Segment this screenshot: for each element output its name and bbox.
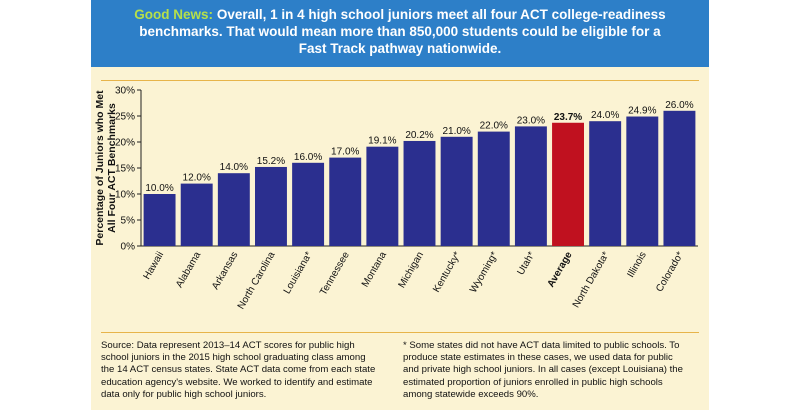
bottom-divider bbox=[101, 332, 699, 333]
bar-value-label: 26.0% bbox=[665, 100, 693, 111]
headline-line-1: Good News: Overall, 1 in 4 high school j… bbox=[91, 6, 709, 23]
y-tick-label: 30% bbox=[115, 86, 135, 97]
headline-line-1-text: Overall, 1 in 4 high school juniors meet… bbox=[213, 7, 666, 22]
x-tick-label: Kentucky* bbox=[431, 250, 463, 295]
headline-line-2: benchmarks. That would mean more than 85… bbox=[139, 24, 661, 39]
bar-value-label: 19.1% bbox=[368, 136, 396, 147]
asterisk-note: * Some states did not have ACT data limi… bbox=[403, 340, 703, 401]
y-axis-label-line: All Four ACT Benchmarks bbox=[106, 103, 118, 233]
x-tick-label: Montana bbox=[360, 250, 389, 290]
source-line: data only for public high school juniors… bbox=[101, 388, 267, 400]
bar bbox=[514, 126, 547, 246]
bar bbox=[292, 162, 325, 246]
bar-value-label: 22.0% bbox=[480, 121, 508, 132]
asterisk-line: among statewide exceeds 90%. bbox=[403, 388, 539, 400]
asterisk-line: produce state estimates in these cases, … bbox=[403, 352, 673, 364]
source-line: Source: Data represent 2013–14 ACT score… bbox=[101, 340, 355, 351]
asterisk-line: and private high school juniors. In all … bbox=[403, 364, 683, 376]
bar bbox=[254, 166, 287, 246]
x-tick-label: North Carolina bbox=[236, 250, 278, 312]
headline-banner: Good News: Overall, 1 in 4 high school j… bbox=[91, 0, 709, 67]
bar bbox=[589, 121, 622, 246]
top-divider bbox=[101, 80, 699, 81]
headline-line-3: Fast Track pathway nationwide. bbox=[298, 41, 502, 56]
asterisk-line: estimated proportion of juniors enrolled… bbox=[403, 376, 663, 388]
bar-value-label: 23.7% bbox=[554, 112, 582, 123]
bar bbox=[403, 140, 436, 246]
headline-lead: Good News: bbox=[134, 7, 214, 22]
bar-value-label: 10.0% bbox=[145, 183, 173, 194]
bar-value-label: 12.0% bbox=[183, 173, 211, 184]
y-axis-label: Percentage of Juniors who Met All Four AC… bbox=[94, 90, 118, 246]
bar-value-label: 23.0% bbox=[517, 115, 545, 126]
source-line: education agency's website. We worked to… bbox=[101, 376, 373, 388]
x-tick-label: Wyoming* bbox=[468, 250, 500, 295]
x-tick-label: Illinois bbox=[625, 250, 648, 280]
bar bbox=[329, 157, 362, 246]
bar bbox=[180, 183, 213, 246]
x-tick-label: Arkansas bbox=[210, 250, 240, 292]
bar-value-label: 21.0% bbox=[442, 126, 470, 137]
bars bbox=[143, 110, 696, 246]
x-tick-label: Hawaii bbox=[142, 250, 167, 281]
bar-value-label: 17.0% bbox=[331, 147, 359, 158]
value-labels: 10.0% 12.0% 14.0% 15.2% 16.0% 17.0% 19.1% 20.2%… bbox=[145, 100, 693, 194]
bar bbox=[366, 146, 399, 246]
asterisk-line: * Some states did not have ACT data limi… bbox=[403, 340, 680, 351]
y-tick-label: 15% bbox=[115, 164, 135, 175]
bar-value-label: 24.9% bbox=[628, 106, 656, 117]
x-tick-label: Louisiana* bbox=[282, 250, 315, 296]
bar-value-label: 14.0% bbox=[220, 162, 248, 173]
bar bbox=[143, 194, 176, 246]
source-note: Source: Data represent 2013–14 ACT score… bbox=[101, 340, 397, 401]
x-tick-label: Alabama bbox=[174, 250, 203, 290]
y-tick-label: 10% bbox=[115, 190, 135, 201]
bar-chart: Percentage of Juniors who Met All Four AC… bbox=[94, 86, 698, 312]
y-tick-label: 25% bbox=[115, 112, 135, 123]
x-tick-label: Colorado* bbox=[654, 250, 686, 294]
infographic-panel: Good News: Overall, 1 in 4 high school j… bbox=[91, 0, 709, 410]
y-tick-label: 20% bbox=[115, 138, 135, 149]
bar-value-label: 24.0% bbox=[591, 110, 619, 121]
bar-average bbox=[552, 122, 585, 246]
bar bbox=[440, 136, 473, 246]
source-line: the 14 ACT census states. State ACT data… bbox=[101, 364, 376, 376]
bar bbox=[626, 116, 659, 246]
bar-value-label: 15.2% bbox=[257, 156, 285, 167]
y-tick-label: 0% bbox=[121, 242, 136, 253]
y-axis-label-line: Percentage of Juniors who Met bbox=[94, 90, 106, 246]
x-tick-label: Tennessee bbox=[318, 250, 352, 298]
bar bbox=[477, 131, 510, 246]
bar-value-label: 20.2% bbox=[405, 130, 433, 141]
bar-value-label: 16.0% bbox=[294, 152, 322, 163]
x-tick-label: Average bbox=[546, 250, 575, 290]
bar bbox=[217, 173, 250, 246]
x-tick-label: Michigan bbox=[397, 250, 427, 290]
x-tick-label: Utah* bbox=[515, 250, 537, 277]
bar bbox=[663, 110, 696, 246]
source-line: school juniors in the 2015 high school g… bbox=[101, 352, 366, 364]
y-tick-label: 5% bbox=[121, 216, 136, 227]
x-tick-label: North Dakota* bbox=[571, 250, 612, 310]
